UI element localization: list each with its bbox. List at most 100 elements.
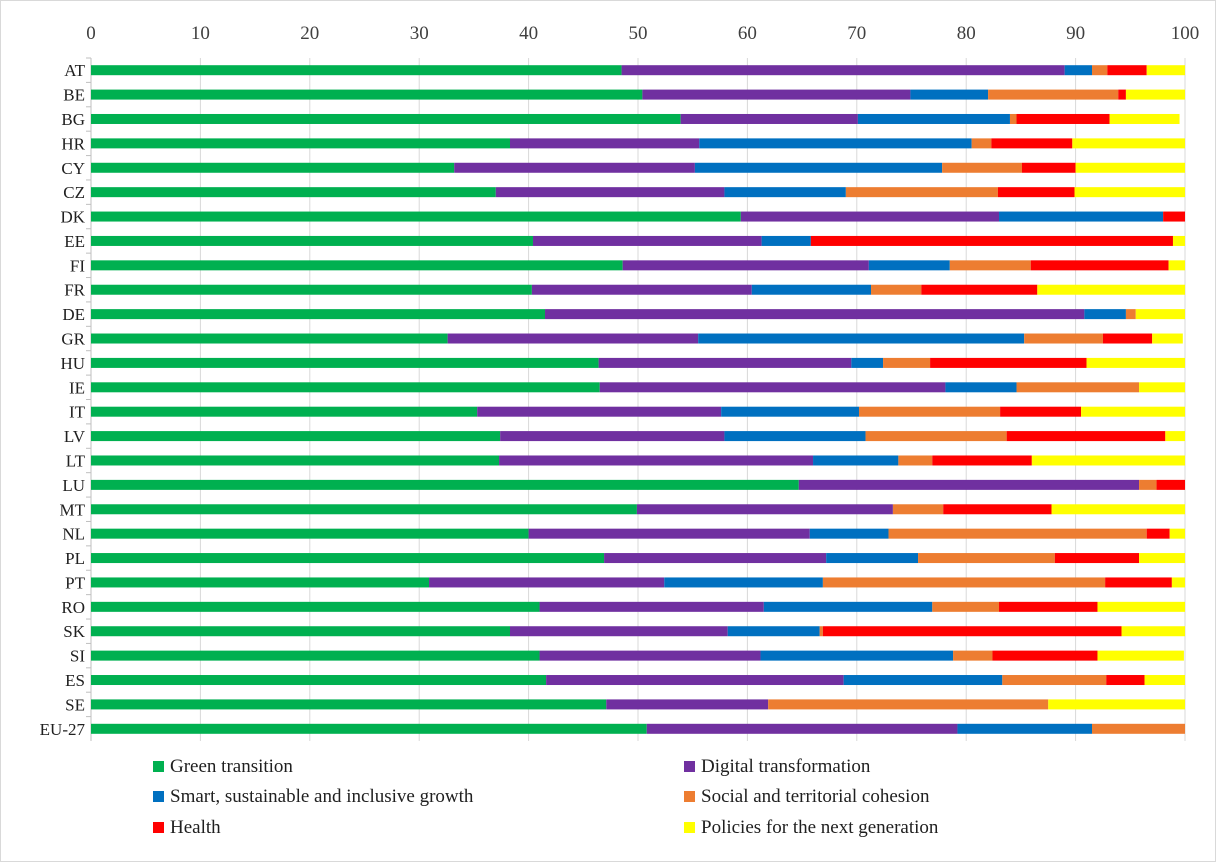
bar-segment-mt-series-1 (91, 504, 637, 515)
bar-segment-es-series-2 (546, 675, 844, 686)
x-tick-label: 60 (738, 23, 757, 44)
bar-segment-hr-series-1 (91, 138, 511, 149)
x-tick-label: 40 (519, 23, 538, 44)
bar-segment-si-series-4 (953, 650, 993, 661)
bar-segment-ro-series-6 (1097, 601, 1185, 612)
category-label: SI (70, 647, 85, 666)
bar-segment-si-series-5 (992, 650, 1098, 661)
category-label: GR (61, 330, 85, 349)
bar-segment-ro-series-2 (539, 601, 764, 612)
bar-segment-fi-series-3 (868, 260, 950, 271)
category-label: RO (61, 598, 85, 617)
legend-swatch (153, 791, 164, 802)
bar-segment-ee-series-6 (1172, 235, 1185, 246)
bar-segment-lv-series-4 (865, 431, 1007, 442)
category-label: HU (60, 354, 85, 373)
bar-segment-pl-series-3 (826, 553, 919, 564)
bar-segment-dk-series-2 (740, 211, 1000, 222)
bar-segment-at-series-6 (1146, 65, 1185, 76)
category-label: EU-27 (40, 720, 86, 739)
bar-segment-be-series-4 (988, 89, 1119, 100)
legend-label: Digital transformation (701, 756, 871, 777)
bar-segment-pl-series-4 (918, 553, 1055, 564)
bar-segment-fr-series-3 (751, 284, 872, 295)
category-label: LU (62, 476, 85, 495)
bar-segment-gr-series-6 (1152, 333, 1183, 344)
bar-segment-pl-series-6 (1139, 553, 1185, 564)
bar-segment-be-series-6 (1125, 89, 1185, 100)
bar-segment-ro-series-5 (999, 601, 1098, 612)
bar-segment-pl-series-2 (604, 553, 827, 564)
bar-segment-de-series-4 (1125, 309, 1136, 320)
bar-segment-eu-27-series-1 (91, 723, 647, 734)
bar-segment-pl-series-5 (1054, 553, 1140, 564)
bar-segment-cz-series-1 (91, 187, 496, 198)
bar-segment-ro-series-3 (763, 601, 933, 612)
bar-segment-nl-series-3 (809, 528, 889, 539)
bar-segment-hu-series-5 (930, 357, 1087, 368)
bar-segment-it-series-4 (858, 406, 1001, 417)
category-label: HR (61, 134, 85, 153)
bar-segment-hu-series-2 (598, 357, 852, 368)
bar-segment-be-series-3 (910, 89, 989, 100)
bar-segment-de-series-3 (1084, 309, 1126, 320)
bar-segment-mt-series-6 (1051, 504, 1185, 515)
bar-segment-dk-series-5 (1163, 211, 1185, 222)
bar-segment-hu-series-4 (883, 357, 931, 368)
bar-segment-bg-series-1 (91, 113, 681, 124)
bar-segment-pt-series-5 (1105, 577, 1172, 588)
bar-segment-se-series-4 (768, 699, 1049, 710)
bar-segment-es-series-6 (1144, 675, 1185, 686)
x-tick-label: 50 (629, 23, 648, 44)
bar-segment-nl-series-1 (91, 528, 529, 539)
legend-label: Green transition (170, 756, 293, 777)
bar-segment-sk-series-2 (510, 626, 728, 637)
legend-swatch (684, 791, 695, 802)
bar-segment-pt-series-1 (91, 577, 430, 588)
bar-segment-lu-series-1 (91, 479, 799, 490)
x-tick-label: 0 (86, 23, 96, 44)
bar-segment-hr-series-6 (1072, 138, 1185, 149)
bar-segment-it-series-5 (1000, 406, 1082, 417)
bar-segment-lt-series-2 (499, 455, 814, 466)
category-label: IT (69, 403, 86, 422)
bar-segment-lv-series-6 (1165, 431, 1185, 442)
bar-segment-lv-series-5 (1006, 431, 1166, 442)
bar-segment-ie-series-1 (91, 382, 600, 393)
legend-label: Smart, sustainable and inclusive growth (170, 786, 474, 807)
bar-segment-se-series-2 (606, 699, 769, 710)
x-tick-label: 20 (300, 23, 319, 44)
bar-segment-fi-series-6 (1168, 260, 1185, 271)
x-tick-label: 100 (1171, 23, 1200, 44)
bar-segment-hr-series-3 (699, 138, 972, 149)
bar-segment-es-series-1 (91, 675, 547, 686)
bar-segment-it-series-3 (721, 406, 859, 417)
bar-segment-de-series-2 (545, 309, 1085, 320)
bar-segment-nl-series-5 (1146, 528, 1170, 539)
bar-segment-pt-series-6 (1171, 577, 1185, 588)
category-label: DK (60, 208, 85, 227)
bar-segment-hu-series-3 (851, 357, 884, 368)
bar-segment-hr-series-2 (510, 138, 700, 149)
category-label: MT (60, 500, 86, 519)
bar-segment-gr-series-2 (447, 333, 699, 344)
legend-swatch (153, 822, 164, 833)
bar-segment-fi-series-1 (91, 260, 623, 271)
bar-segment-de-series-1 (91, 309, 546, 320)
category-label: EE (64, 232, 85, 251)
bar-segment-cz-series-2 (495, 187, 725, 198)
category-label: SE (65, 695, 85, 714)
bar-segment-lu-series-2 (798, 479, 1140, 490)
bar-segment-at-series-4 (1092, 65, 1108, 76)
category-label: CZ (63, 183, 85, 202)
bar-segment-ie-series-6 (1139, 382, 1185, 393)
bar-segment-gr-series-5 (1102, 333, 1153, 344)
bar-segment-pl-series-1 (91, 553, 605, 564)
bar-segment-be-series-2 (642, 89, 911, 100)
bar-segment-fi-series-4 (949, 260, 1031, 271)
category-label: ES (65, 671, 85, 690)
bar-segment-mt-series-5 (943, 504, 1052, 515)
bar-segment-lv-series-1 (91, 431, 501, 442)
bar-segment-ro-series-4 (932, 601, 1000, 612)
bar-segment-bg-series-6 (1109, 113, 1180, 124)
